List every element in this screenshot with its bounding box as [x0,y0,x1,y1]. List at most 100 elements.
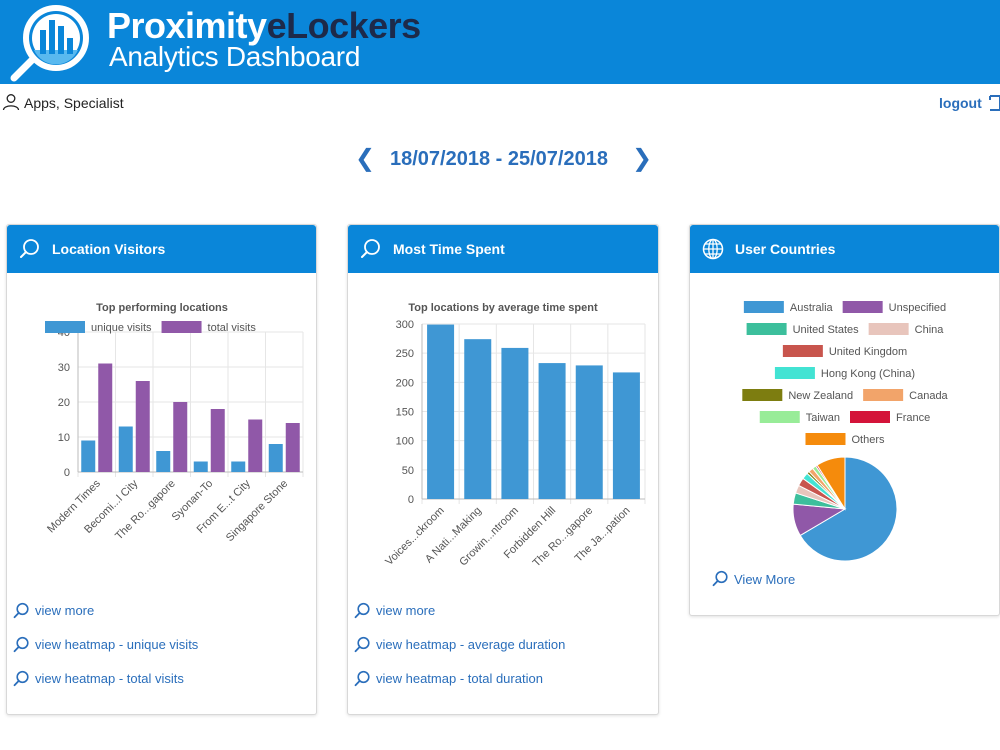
brand-part1: Proximity [107,5,267,46]
bar[interactable] [193,461,208,473]
globe-icon [702,238,724,260]
chart-title: Top locations by average time spent [408,302,598,314]
link-label: view more [35,603,95,618]
bar[interactable] [248,419,263,473]
panel-header: Most Time Spent [348,225,658,273]
logout-link[interactable]: logout [939,95,982,111]
y-tick-label: 200 [396,377,414,389]
most-time-spent-panel: Most Time Spent Top locations by average… [347,224,659,715]
link-label: view more [376,603,436,618]
bar[interactable] [231,461,246,473]
date-range: 18/07/2018 - 25/07/2018 [390,148,608,170]
search-icon [712,570,728,587]
app-subtitle: Analytics Dashboard [109,41,361,72]
legend-swatch [850,411,890,423]
legend-label[interactable]: United States [793,324,860,336]
search-icon [13,636,29,653]
bar[interactable] [575,365,603,499]
bar[interactable] [538,363,566,499]
legend-swatch [805,433,846,445]
legend-label[interactable]: New Zealand [788,390,853,402]
panel-title: User Countries [735,241,836,257]
view-more-link[interactable]: view more [354,602,436,619]
next-week-button[interactable]: ❯ [632,145,653,172]
chart-title: Top performing locations [96,302,228,314]
y-tick-label: 10 [58,432,70,444]
logout-icon[interactable] [988,94,1000,112]
y-tick-label: 0 [64,467,70,479]
legend-label[interactable]: Canada [909,390,948,402]
bar[interactable] [135,381,150,472]
y-tick-label: 30 [58,362,70,374]
search-icon [13,602,29,619]
panel-title: Location Visitors [52,241,166,257]
bar[interactable] [98,363,113,473]
legend-label[interactable]: Unspecified [889,302,946,314]
bar[interactable] [81,440,96,473]
view-heatmap-unique-link[interactable]: view heatmap - unique visits [13,636,198,653]
bar[interactable] [612,372,640,499]
legend-swatch [863,389,904,401]
search-icon [361,239,380,258]
view-heatmap-total-duration-link[interactable]: view heatmap - total duration [354,670,543,687]
search-icon [354,602,370,619]
time-spent-bar-chart: Top locations by average time spent 0 50 10… [383,302,646,569]
legend-label[interactable]: China [915,324,945,336]
y-tick-label: 20 [58,397,70,409]
visitors-bar-chart: Top performing locations010203040Modern … [45,302,304,544]
legend-label[interactable]: total visits [208,322,257,334]
legend-label[interactable]: France [896,412,930,424]
legend-swatch [759,411,800,423]
legend-swatch [842,301,883,313]
bar[interactable] [210,409,225,472]
search-icon [354,636,370,653]
bar[interactable] [427,324,455,499]
legend-swatch [743,301,784,313]
panel-title: Most Time Spent [393,241,505,257]
legend-label[interactable]: Taiwan [806,412,840,424]
legend-swatch [746,323,787,335]
countries-pie-chart: Australia Unspecified United States China Un… [742,301,949,562]
brand-name: ProximityeLockers [107,6,421,46]
search-icon [354,670,370,687]
bar[interactable] [268,444,283,472]
legend-swatch [45,321,85,333]
user-icon [2,94,20,111]
view-heatmap-average-link[interactable]: view heatmap - average duration [354,636,565,653]
user-bar: Apps, Specialist logout [0,90,1000,116]
previous-week-button[interactable]: ❮ [355,145,376,172]
search-icon [13,670,29,687]
link-label: view heatmap - total duration [376,671,543,686]
legend-label[interactable]: Hong Kong (China) [821,368,915,380]
legend-label[interactable]: Australia [790,302,834,314]
legend-swatch [868,323,909,335]
date-navigator: ❮ 18/07/2018 - 25/07/2018 ❯ [0,144,1000,174]
link-label: view heatmap - total visits [35,671,184,686]
y-tick-label: 300 [396,319,414,331]
y-tick-label: 100 [396,436,414,448]
pie-slice[interactable] [816,456,846,511]
panel-header: Location Visitors [7,225,316,273]
view-more-link[interactable]: View More [712,570,795,587]
panel-header: User Countries [690,225,999,273]
bar[interactable] [464,339,492,499]
bar[interactable] [156,451,171,472]
y-tick-label: 150 [396,407,414,419]
legend-label[interactable]: Others [851,434,885,446]
legend-swatch [161,321,202,333]
legend-label[interactable]: United Kingdom [829,346,907,358]
bar[interactable] [118,426,133,473]
brand-part2: eLockers [266,5,422,46]
location-visitors-panel: Location Visitors Top performing locatio… [6,224,317,715]
bar[interactable] [501,347,529,499]
bar[interactable] [173,402,188,472]
view-more-link[interactable]: view more [13,602,95,619]
bar[interactable] [285,423,300,472]
app-header: ProximityeLockers Analytics Dashboard [0,0,1000,84]
legend-label[interactable]: unique visits [91,322,152,334]
legend-swatch [782,345,823,357]
view-heatmap-total-link[interactable]: view heatmap - total visits [13,670,184,687]
user-name: Apps, Specialist [24,95,124,111]
legend-swatch [742,389,783,401]
pie-slice[interactable] [799,456,898,562]
